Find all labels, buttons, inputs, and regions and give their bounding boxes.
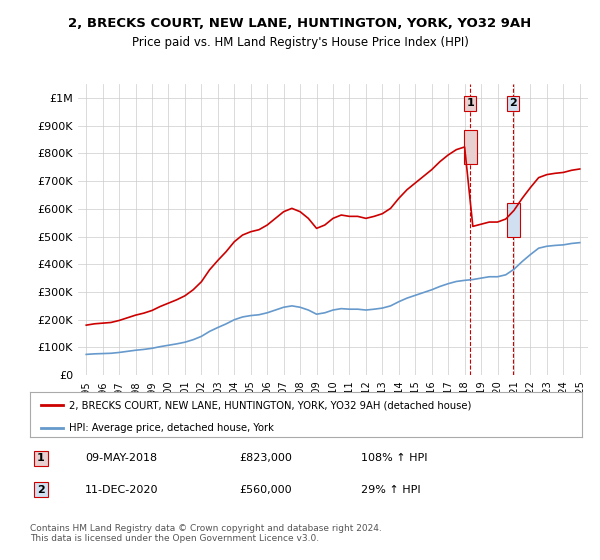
Text: 1: 1: [466, 99, 474, 109]
Text: 2: 2: [509, 99, 517, 109]
Text: 11-DEC-2020: 11-DEC-2020: [85, 485, 158, 494]
Text: 29% ↑ HPI: 29% ↑ HPI: [361, 485, 421, 494]
Text: 1: 1: [37, 454, 45, 464]
FancyBboxPatch shape: [506, 203, 520, 236]
Text: £823,000: £823,000: [240, 454, 293, 464]
Text: 2, BRECKS COURT, NEW LANE, HUNTINGTON, YORK, YO32 9AH (detached house): 2, BRECKS COURT, NEW LANE, HUNTINGTON, Y…: [68, 400, 471, 410]
Text: 2: 2: [37, 485, 45, 494]
Text: 108% ↑ HPI: 108% ↑ HPI: [361, 454, 428, 464]
Text: Price paid vs. HM Land Registry's House Price Index (HPI): Price paid vs. HM Land Registry's House …: [131, 36, 469, 49]
Text: HPI: Average price, detached house, York: HPI: Average price, detached house, York: [68, 423, 274, 433]
Text: 09-MAY-2018: 09-MAY-2018: [85, 454, 157, 464]
FancyBboxPatch shape: [464, 130, 477, 164]
Text: £560,000: £560,000: [240, 485, 292, 494]
Text: Contains HM Land Registry data © Crown copyright and database right 2024.
This d: Contains HM Land Registry data © Crown c…: [30, 524, 382, 543]
Text: 2, BRECKS COURT, NEW LANE, HUNTINGTON, YORK, YO32 9AH: 2, BRECKS COURT, NEW LANE, HUNTINGTON, Y…: [68, 17, 532, 30]
